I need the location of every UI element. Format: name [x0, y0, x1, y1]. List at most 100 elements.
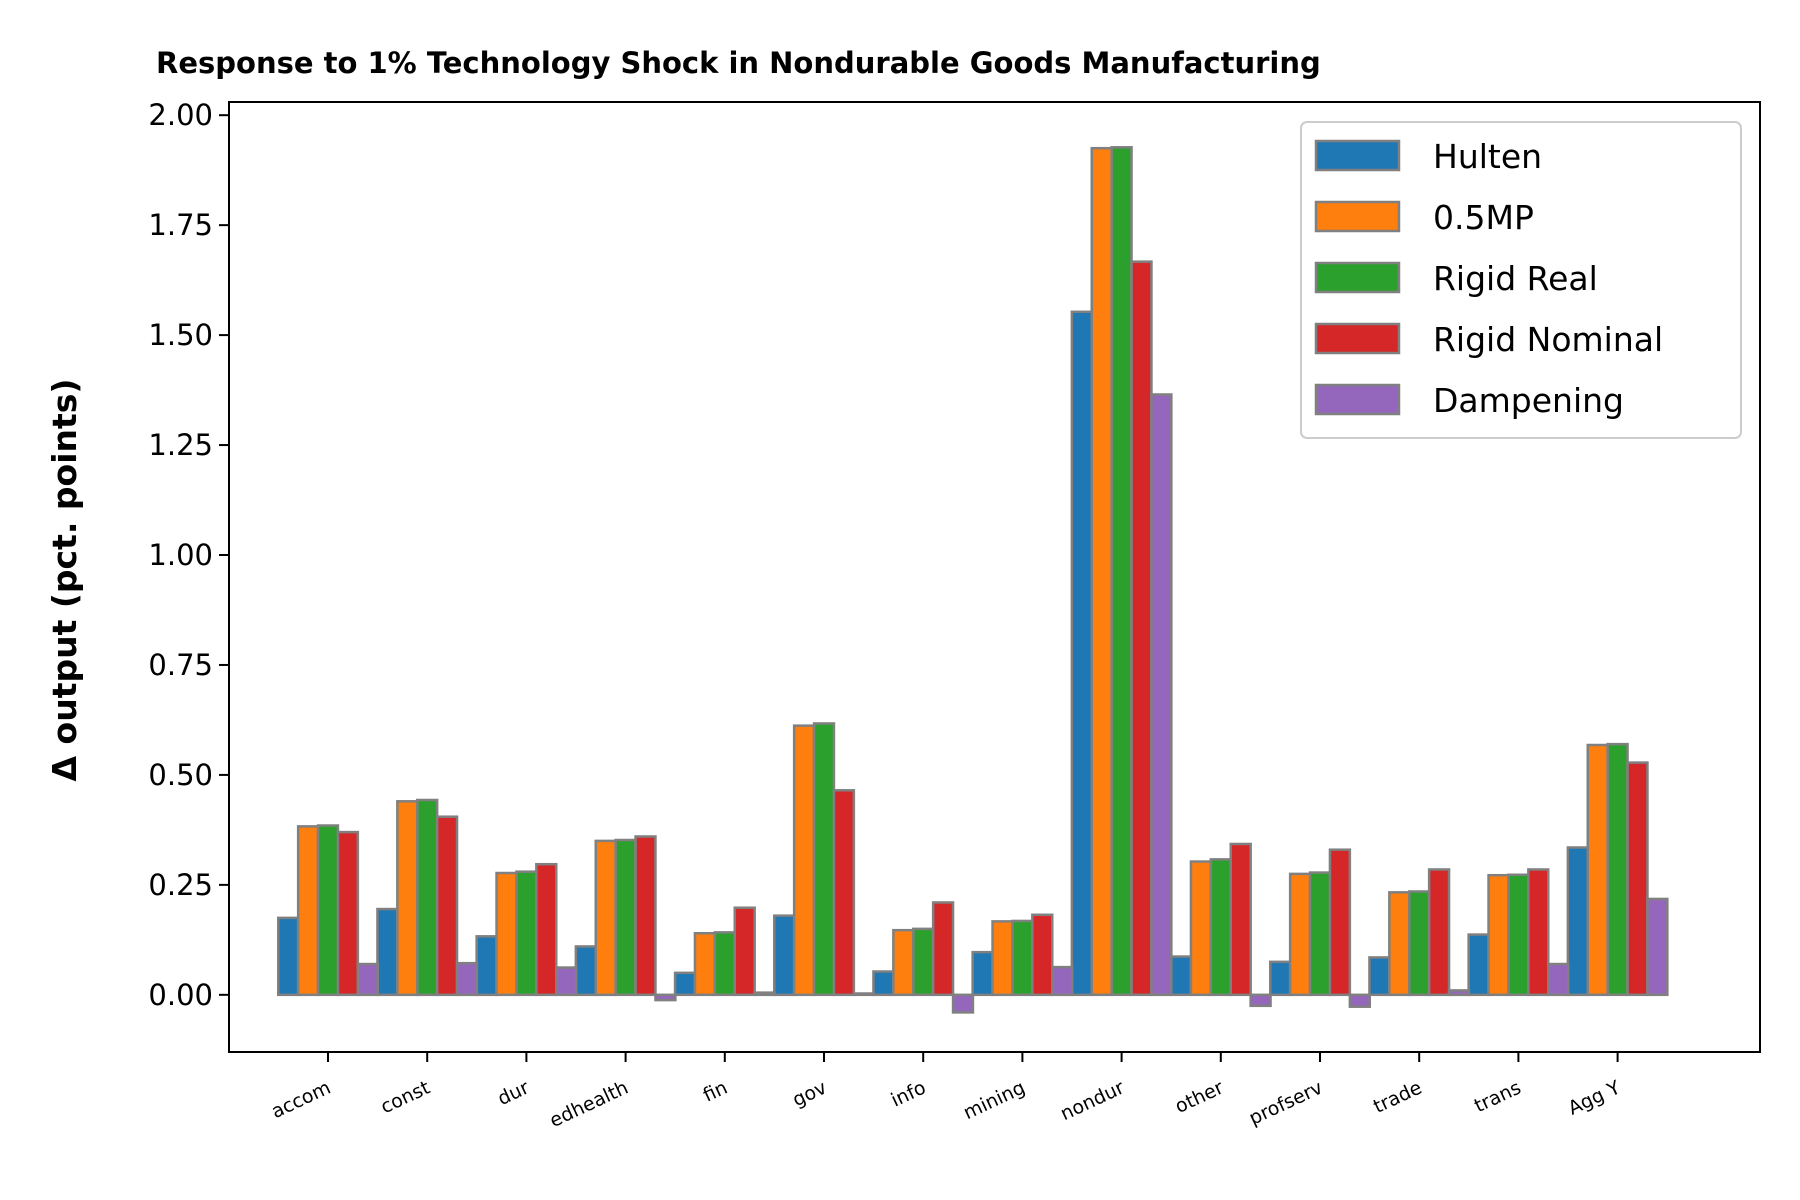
- legend-swatch: [1314, 383, 1401, 416]
- bar-accom-rigid-nominal: [336, 830, 360, 997]
- bars-group: [277, 146, 1669, 1014]
- bar-nondur-hulten: [1070, 310, 1093, 997]
- bar-other-rigid-nominal: [1229, 842, 1252, 997]
- bar-dur-hulten: [475, 935, 498, 997]
- bar-fin-rigid-real: [713, 931, 736, 997]
- x-tick-label: fin: [700, 1077, 731, 1107]
- bar-nondur-0-5mp: [1090, 146, 1113, 997]
- x-tick-label: info: [888, 1077, 930, 1112]
- legend-swatch: [1314, 322, 1401, 355]
- bar-gov-rigid-nominal: [832, 789, 856, 997]
- bar-info-hulten: [872, 970, 895, 997]
- bar-dur-dampening: [555, 966, 578, 997]
- x-tick-label: trade: [1370, 1077, 1425, 1118]
- bar-mining-hulten: [971, 950, 994, 997]
- x-tick-label: mining: [960, 1077, 1028, 1125]
- bar-fin-hulten: [673, 971, 697, 997]
- bar-mining-dampening: [1051, 965, 1074, 997]
- bar-fin-rigid-nominal: [733, 906, 756, 997]
- bar-info-dampening: [951, 993, 975, 1014]
- bar-profserv-dampening: [1348, 993, 1371, 1008]
- bar-accom-rigid-real: [316, 824, 340, 997]
- bar-agg-y-rigid-nominal: [1626, 761, 1649, 997]
- y-tick-label: 0.00: [148, 978, 213, 1012]
- bar-fin-0-5mp: [693, 932, 717, 997]
- plot-frame: [228, 101, 1761, 1053]
- bar-agg-y-rigid-real: [1606, 742, 1629, 997]
- bar-profserv-hulten: [1269, 960, 1292, 997]
- legend-label: Rigid Nominal: [1433, 320, 1663, 359]
- legend-label: Dampening: [1433, 381, 1624, 420]
- legend-swatch: [1314, 139, 1401, 172]
- x-tick-label: dur: [494, 1077, 532, 1111]
- x-axis: accom const dur edhealth fin gov info mining non…: [268, 1052, 1624, 1132]
- bar-trans-rigid-real: [1507, 873, 1530, 997]
- bar-trans-rigid-nominal: [1527, 868, 1550, 997]
- bar-const-dampening: [455, 961, 479, 997]
- bar-profserv-0-5mp: [1288, 872, 1312, 997]
- bar-info-rigid-real: [912, 927, 935, 997]
- bar-const-0-5mp: [396, 800, 419, 997]
- y-axis: 0.00 0.25 0.50 0.75 1.00 1.25 1.50 1.75 2.00: [148, 98, 229, 1012]
- y-tick-label: 1.25: [148, 428, 213, 462]
- y-tick-label: 0.75: [148, 648, 213, 682]
- bar-gov-0-5mp: [792, 724, 816, 997]
- bar-trade-rigid-real: [1408, 890, 1431, 997]
- bar-trans-dampening: [1547, 962, 1570, 997]
- y-tick-label: 1.00: [148, 538, 213, 572]
- legend: Hulten 0.5MP Rigid Real Rigid Nominal Dampen…: [1300, 121, 1742, 439]
- bar-accom-hulten: [277, 916, 300, 997]
- bar-trade-dampening: [1447, 989, 1471, 997]
- y-axis-label: Δ output (pct. points): [45, 378, 84, 781]
- x-tick-label: const: [377, 1077, 433, 1119]
- bar-gov-rigid-real: [812, 722, 836, 997]
- bar-agg-y-dampening: [1646, 897, 1669, 997]
- bar-trade-0-5mp: [1388, 891, 1411, 997]
- x-tick-label: trans: [1471, 1077, 1525, 1118]
- bar-dur-rigid-real: [515, 870, 538, 997]
- legend-swatch: [1314, 261, 1401, 294]
- bar-info-0-5mp: [892, 928, 915, 997]
- legend-swatch: [1314, 200, 1401, 233]
- bar-nondur-rigid-nominal: [1130, 260, 1153, 997]
- bar-other-dampening: [1249, 993, 1272, 1008]
- bar-fin-dampening: [753, 991, 776, 997]
- y-tick-label: 0.25: [148, 868, 213, 902]
- y-tick-label: 0.50: [148, 758, 213, 792]
- bar-info-rigid-nominal: [931, 901, 955, 997]
- bar-const-hulten: [376, 907, 399, 997]
- bar-profserv-rigid-real: [1308, 871, 1332, 997]
- legend-label: Hulten: [1433, 137, 1542, 176]
- bar-trade-hulten: [1368, 956, 1391, 997]
- x-tick-label: edhealth: [546, 1077, 631, 1132]
- y-tick-label: 1.50: [148, 318, 213, 352]
- y-tick-label: 2.00: [148, 98, 213, 132]
- bar-mining-rigid-real: [1011, 919, 1034, 997]
- bar-nondur-rigid-real: [1110, 146, 1133, 997]
- bar-gov-hulten: [773, 914, 796, 997]
- bar-edhealth-0-5mp: [594, 839, 617, 997]
- bar-trans-hulten: [1467, 933, 1490, 997]
- bar-edhealth-rigid-nominal: [634, 835, 657, 997]
- y-tick-label: 1.75: [148, 208, 213, 242]
- bar-trans-0-5mp: [1487, 873, 1510, 997]
- x-tick-label: profserv: [1246, 1077, 1326, 1130]
- bar-edhealth-rigid-real: [614, 838, 637, 997]
- bar-mining-0-5mp: [991, 920, 1014, 997]
- bar-dur-0-5mp: [495, 871, 518, 997]
- legend-frame: [1300, 121, 1742, 439]
- x-tick-label: accom: [268, 1077, 334, 1123]
- bar-edhealth-hulten: [574, 945, 597, 997]
- bar-other-0-5mp: [1189, 860, 1213, 997]
- legend-label: Rigid Real: [1433, 259, 1598, 298]
- bar-agg-y-0-5mp: [1586, 743, 1609, 997]
- bar-profserv-rigid-nominal: [1328, 848, 1352, 997]
- bar-agg-y-hulten: [1566, 846, 1589, 997]
- x-tick-label: other: [1172, 1077, 1227, 1118]
- bar-accom-0-5mp: [296, 825, 320, 997]
- bar-edhealth-dampening: [654, 993, 677, 1002]
- bar-const-rigid-nominal: [435, 815, 459, 997]
- bar-mining-rigid-nominal: [1031, 913, 1054, 997]
- x-tick-label: nondur: [1057, 1077, 1128, 1126]
